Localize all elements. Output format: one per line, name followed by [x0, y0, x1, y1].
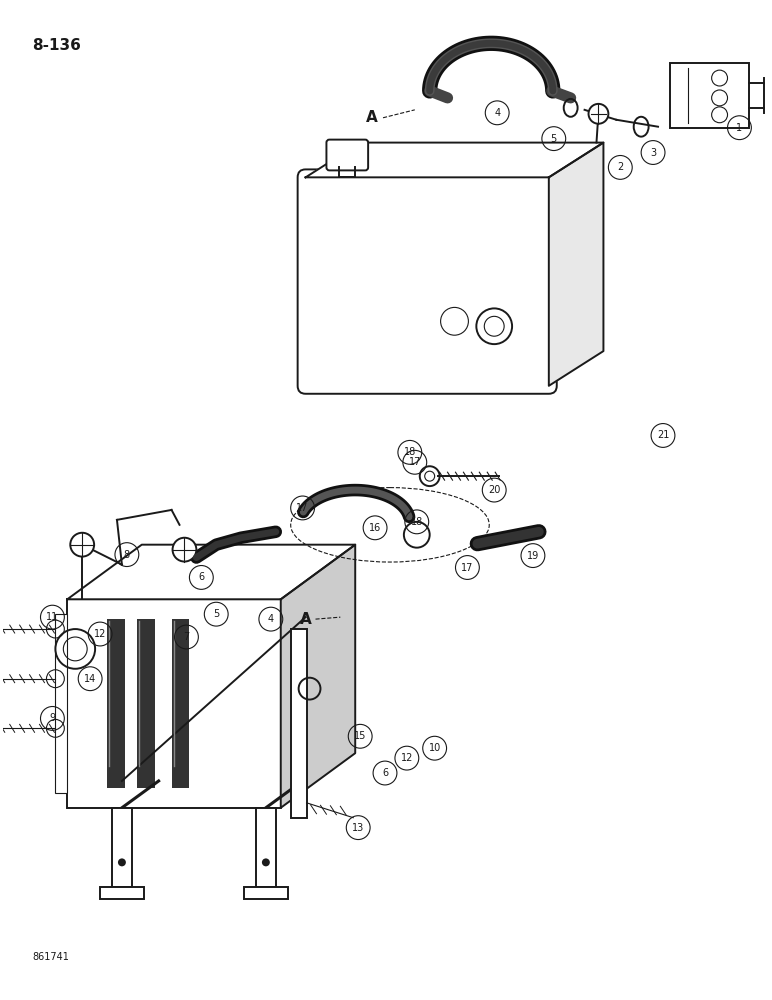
Text: 13: 13	[352, 823, 364, 833]
Polygon shape	[281, 545, 355, 808]
Bar	[256, 808, 276, 887]
Bar	[112, 808, 132, 887]
Text: 18: 18	[411, 517, 423, 527]
Text: 11: 11	[46, 612, 59, 622]
Polygon shape	[67, 545, 355, 599]
Text: 8-136: 8-136	[32, 38, 81, 53]
FancyBboxPatch shape	[327, 140, 368, 170]
Text: A: A	[366, 110, 378, 125]
Text: 18: 18	[404, 447, 416, 457]
Text: 10: 10	[428, 743, 441, 753]
Text: 3: 3	[650, 148, 656, 158]
Bar	[171, 619, 189, 788]
Text: 14: 14	[84, 674, 96, 684]
Circle shape	[262, 858, 270, 866]
Text: 861741: 861741	[32, 952, 69, 962]
Text: 6: 6	[198, 572, 205, 582]
Text: 6: 6	[382, 768, 388, 778]
Bar	[244, 887, 288, 899]
Text: 4: 4	[494, 108, 500, 118]
Text: 17: 17	[408, 457, 421, 467]
Text: 5: 5	[213, 609, 219, 619]
Text: 20: 20	[488, 485, 500, 495]
Text: 17: 17	[296, 503, 309, 513]
Circle shape	[70, 533, 94, 557]
Bar	[56, 614, 67, 793]
Text: 8: 8	[124, 550, 130, 560]
Circle shape	[118, 858, 126, 866]
Text: 1: 1	[736, 123, 743, 133]
Text: 2: 2	[617, 162, 624, 172]
Text: A: A	[300, 612, 311, 627]
Text: 19: 19	[527, 551, 539, 561]
Circle shape	[588, 104, 608, 124]
Bar	[107, 619, 125, 788]
Text: 9: 9	[49, 713, 56, 723]
Polygon shape	[670, 63, 750, 128]
Text: 15: 15	[354, 731, 367, 741]
Bar	[67, 599, 281, 808]
FancyBboxPatch shape	[298, 169, 557, 394]
Text: 16: 16	[369, 523, 381, 533]
Text: 5: 5	[550, 134, 557, 144]
Bar	[291, 629, 306, 818]
Bar	[137, 619, 154, 788]
Text: 12: 12	[401, 753, 413, 763]
Text: 21: 21	[657, 430, 669, 440]
Text: 7: 7	[183, 632, 190, 642]
Polygon shape	[549, 143, 604, 386]
Circle shape	[173, 538, 196, 562]
Polygon shape	[306, 143, 604, 177]
Text: 4: 4	[268, 614, 274, 624]
Text: 17: 17	[461, 563, 473, 573]
Text: 12: 12	[94, 629, 107, 639]
Bar	[100, 887, 144, 899]
